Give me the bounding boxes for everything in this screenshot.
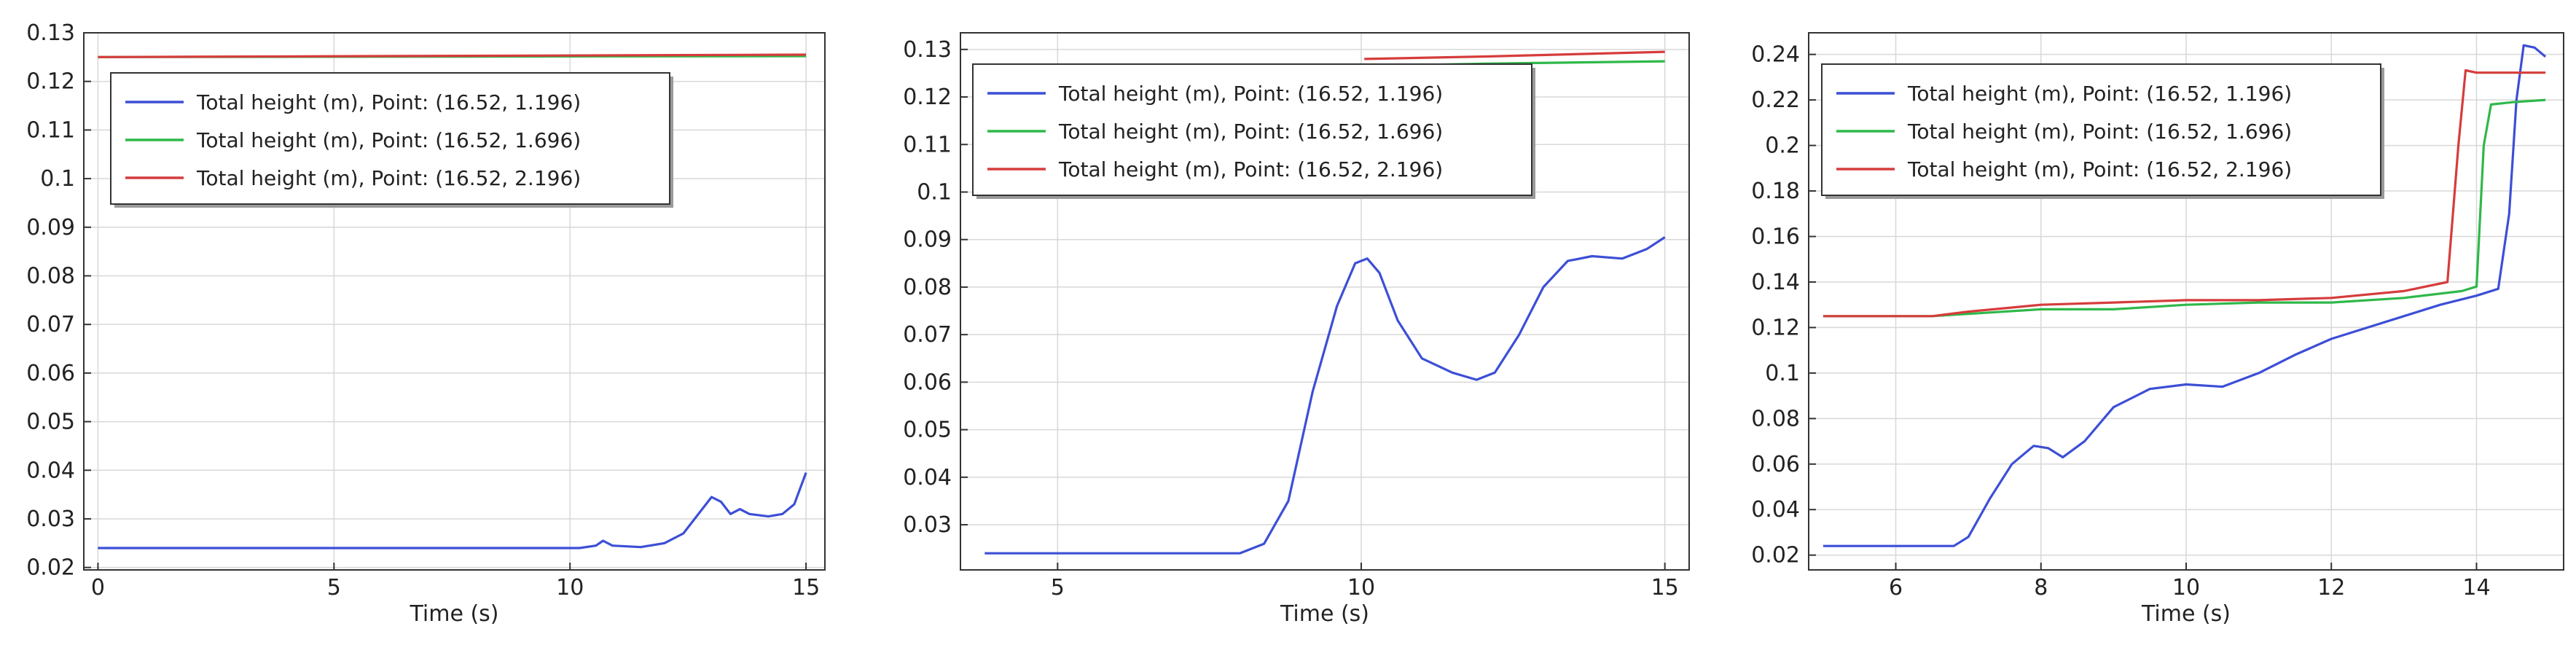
y-tick-label: 0.12: [1751, 315, 1800, 340]
series-line-3: [1823, 69, 2546, 318]
x-tick-label: 0: [91, 575, 105, 601]
y-tick-label: 0.06: [903, 369, 952, 395]
chart-3: 6 8 10 12 14 0.02 0.04 0.06 0.08 0.1 0.12 0.14 0.16 0…: [1751, 32, 2564, 627]
series-line-2: [1823, 98, 2546, 318]
legend-label: Total height (m), Point: (16.52, 2.196): [196, 166, 581, 190]
y-tick-label: 0.2: [1765, 133, 1800, 159]
x-tick-label: 8: [2034, 575, 2048, 601]
y-tick-label: 0.24: [1751, 42, 1800, 68]
series-line-3: [1364, 50, 1665, 60]
y-tick-label: 0.09: [26, 215, 75, 240]
legend-box: [972, 63, 1532, 196]
legend-label: Total height (m), Point: (16.52, 1.696): [196, 128, 581, 152]
y-tick-label: 0.04: [1751, 497, 1800, 523]
series-line-1: [98, 472, 807, 549]
y-tick-label: 0.13: [903, 37, 952, 63]
y-tick-label: 0.02: [26, 555, 75, 581]
y-tick-label: 0.05: [903, 418, 952, 443]
series-line-3: [98, 53, 807, 58]
legend-label: Total height (m), Point: (16.52, 1.196): [1907, 82, 2292, 106]
y-tick-label: 0.12: [903, 85, 952, 110]
chart-1: 0 5 10 15 0.02 0.03 0.04 0.05 0.06 0.07 0.08 0.09 0.…: [26, 20, 826, 627]
y-tick-label: 0.1: [917, 179, 952, 205]
y-tick-label: 0.11: [903, 132, 952, 157]
y-tick-label: 0.07: [903, 322, 952, 348]
axes-frame: [960, 32, 1690, 571]
y-tick-label: 0.18: [1751, 179, 1800, 204]
y-tick-label: 0.02: [1751, 543, 1800, 568]
y-tick-label: 0.09: [903, 227, 952, 253]
y-tick-label: 0.1: [40, 166, 75, 192]
series-line-1: [984, 236, 1666, 555]
x-tick-label: 15: [1651, 575, 1679, 601]
legend-label: Total height (m), Point: (16.52, 2.196): [1907, 157, 2292, 181]
legend-label: Total height (m), Point: (16.52, 1.696): [1058, 120, 1443, 144]
y-tick-label: 0.03: [26, 506, 75, 532]
legend: Total height (m), Point: (16.52, 1.196) T…: [972, 63, 1535, 199]
x-axis-label: Time (s): [410, 601, 499, 627]
x-tick-label: 5: [327, 575, 341, 601]
y-tick-label: 0.22: [1751, 87, 1800, 113]
chart-2: 5 10 15 0.03 0.04 0.05 0.06 0.07 0.08 0.09 0.1 0.11…: [903, 32, 1690, 627]
legend: Total height (m), Point: (16.52, 1.196) T…: [1821, 63, 2384, 199]
y-tick-label: 0.08: [1751, 406, 1800, 431]
legend-label: Total height (m), Point: (16.52, 1.196): [1058, 82, 1443, 106]
axes-frame: [83, 32, 826, 571]
y-tick-label: 0.11: [26, 117, 75, 143]
y-tick-label: 0.16: [1751, 224, 1800, 249]
legend-box: [1821, 63, 2381, 196]
x-tick-label: 10: [556, 575, 584, 601]
x-tick-label: 15: [792, 575, 820, 601]
x-tick-label: 6: [1889, 575, 1903, 601]
series-line-1: [1823, 44, 2547, 547]
y-tick-label: 0.08: [903, 275, 952, 300]
y-tick-label: 0.12: [26, 69, 75, 95]
y-tick-label: 0.04: [903, 465, 952, 490]
y-tick-label: 0.04: [26, 458, 75, 483]
x-tick-label: 12: [2317, 575, 2345, 601]
legend-label: Total height (m), Point: (16.52, 1.696): [1907, 120, 2292, 144]
legend: Total height (m), Point: (16.52, 1.196) T…: [110, 72, 673, 208]
y-tick-label: 0.07: [26, 312, 75, 337]
y-tick-label: 0.08: [26, 263, 75, 289]
y-tick-label: 0.06: [26, 361, 75, 386]
y-tick-label: 0.14: [1751, 270, 1800, 295]
y-tick-label: 0.06: [1751, 452, 1800, 477]
legend-box: [110, 72, 670, 205]
y-tick-label: 0.13: [26, 20, 75, 46]
y-tick-label: 0.03: [903, 512, 952, 538]
x-axis-label: Time (s): [1280, 601, 1369, 627]
legend-label: Total height (m), Point: (16.52, 2.196): [1058, 157, 1443, 181]
x-axis-label: Time (s): [2141, 601, 2231, 627]
legend-label: Total height (m), Point: (16.52, 1.196): [196, 90, 581, 114]
y-tick-label: 0.05: [26, 410, 75, 435]
x-tick-label: 10: [1347, 575, 1375, 601]
x-tick-label: 5: [1051, 575, 1065, 601]
y-tick-label: 0.1: [1765, 361, 1800, 386]
x-tick-label: 14: [2462, 575, 2490, 601]
x-tick-label: 10: [2172, 575, 2200, 601]
